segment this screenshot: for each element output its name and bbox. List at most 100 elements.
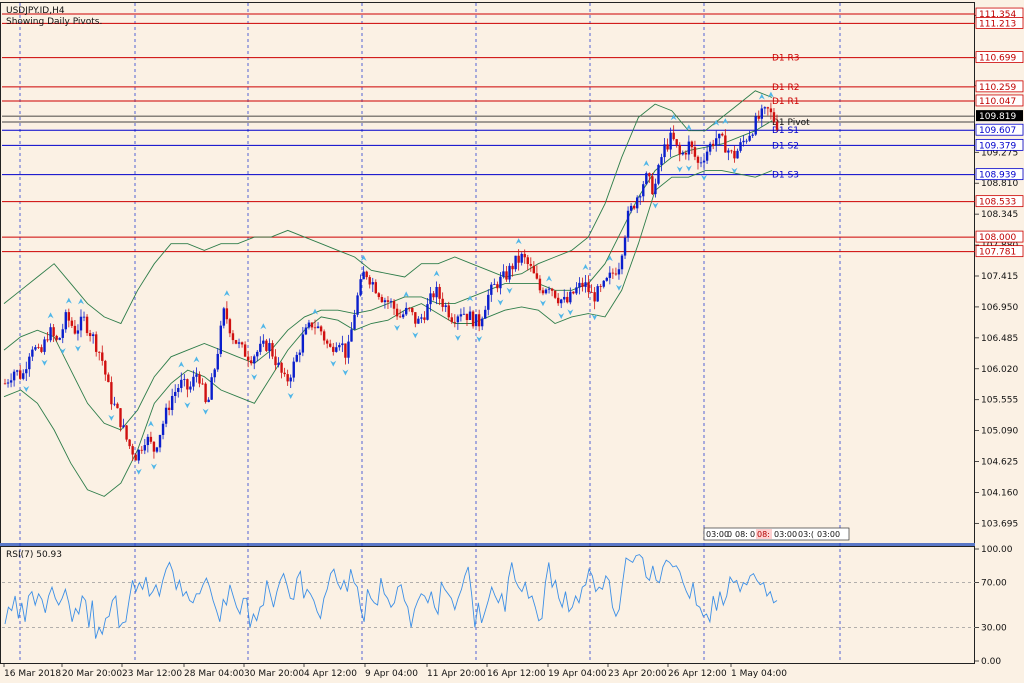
- candle: [98, 351, 101, 361]
- candle: [459, 308, 463, 322]
- candle-body: [757, 116, 760, 119]
- candle-body: [329, 343, 332, 347]
- pivot-price-box-11: [975, 245, 1024, 258]
- fractal-up-arrow: [758, 93, 765, 100]
- candle-body: [514, 255, 517, 270]
- candle: [505, 265, 508, 282]
- candle-body: [675, 139, 678, 145]
- candle: [408, 307, 411, 312]
- candle: [22, 369, 25, 381]
- candle-body: [195, 374, 198, 377]
- candle-body: [623, 237, 627, 256]
- candle: [183, 374, 186, 387]
- pivot-label-6: D1 S1: [772, 126, 799, 136]
- price-tick-label: 106.020: [981, 365, 1018, 375]
- pivot-price-box-10: [975, 230, 1024, 243]
- candle-body: [468, 311, 472, 320]
- candle: [40, 344, 43, 354]
- candle: [429, 286, 432, 312]
- candle: [566, 291, 569, 304]
- candle: [49, 323, 52, 343]
- candle-body: [79, 316, 83, 331]
- svg-text:03:00: 03:00: [706, 530, 729, 539]
- candle-body: [58, 337, 61, 340]
- candle-body: [666, 144, 669, 150]
- pivot-price-label-11: 107.781: [979, 248, 1016, 258]
- pivot-price-label-9: 108.533: [979, 198, 1016, 208]
- candle-body: [43, 339, 46, 352]
- candle: [292, 357, 295, 382]
- pane-separator[interactable]: [0, 543, 975, 546]
- candle: [174, 384, 177, 404]
- candle-body: [107, 374, 110, 383]
- symbol-title: USDJPY.ID,H4: [6, 6, 65, 16]
- time-tick-label: 26 Apr 12:00: [668, 669, 727, 679]
- candle: [307, 319, 311, 330]
- candle-body: [663, 144, 666, 158]
- candle-body: [414, 312, 417, 324]
- pivot-price-box-8: [975, 168, 1024, 181]
- fractal-down-arrow: [287, 392, 294, 399]
- candle-body: [389, 301, 393, 302]
- candle: [544, 288, 548, 295]
- candle-body: [225, 308, 229, 320]
- candle-body: [259, 343, 262, 352]
- candle-body: [149, 436, 153, 442]
- pivot-price-box-2: [975, 51, 1024, 63]
- candle: [210, 373, 213, 400]
- time-labels-bar[interactable]: 03:00 0 08: 0 08: 03:00 03:( 03:00: [703, 527, 850, 541]
- candle: [280, 361, 283, 379]
- candle-body: [423, 317, 426, 320]
- price-tick-label: 105.090: [981, 427, 1018, 437]
- candle: [517, 249, 520, 271]
- candle: [359, 274, 362, 297]
- candle: [365, 270, 368, 280]
- pivot-label-2: D1 R3: [772, 54, 800, 64]
- candle-body: [502, 271, 505, 277]
- candle-body: [775, 121, 779, 130]
- candle-body: [137, 449, 140, 461]
- candle-body: [575, 287, 578, 294]
- candle: [377, 292, 381, 300]
- candle-body: [186, 379, 189, 390]
- candle-body: [116, 403, 119, 409]
- candle-body: [611, 272, 615, 274]
- candle: [526, 254, 529, 271]
- fractal-up-arrow: [223, 290, 230, 297]
- fractal-up-arrow: [178, 361, 185, 368]
- candle: [195, 367, 198, 383]
- candle: [88, 329, 92, 342]
- pivot-price-box-1: [975, 17, 1024, 29]
- candle-body: [319, 326, 323, 332]
- price-tick-label: 105.555: [981, 396, 1018, 406]
- pivot-label-8: D1 S3: [772, 171, 799, 181]
- candle-body: [228, 319, 232, 334]
- candle: [553, 290, 557, 300]
- pivot-price-label-6: 109.607: [979, 126, 1016, 136]
- candle-body: [456, 316, 460, 323]
- candle: [468, 306, 472, 321]
- candle-body: [708, 143, 712, 152]
- candle: [678, 142, 681, 162]
- fractal-up-arrow: [606, 255, 613, 262]
- candle-body: [158, 434, 162, 448]
- candle: [353, 309, 356, 330]
- candle-body: [693, 147, 697, 157]
- candle-body: [523, 253, 526, 258]
- candle-body: [350, 329, 353, 342]
- candle: [626, 206, 630, 242]
- candle: [602, 280, 605, 289]
- candle: [760, 104, 764, 127]
- candle-body: [271, 343, 274, 357]
- candle-body: [359, 279, 362, 296]
- fractal-down-arrow: [497, 299, 504, 306]
- candle-body: [310, 322, 314, 328]
- candle-body: [237, 342, 241, 344]
- candle: [128, 439, 131, 449]
- candle-body: [748, 135, 751, 141]
- candle-body: [444, 305, 447, 307]
- candle: [432, 290, 435, 301]
- candle: [766, 106, 770, 116]
- candle-body: [289, 377, 292, 382]
- candle-body: [587, 282, 590, 293]
